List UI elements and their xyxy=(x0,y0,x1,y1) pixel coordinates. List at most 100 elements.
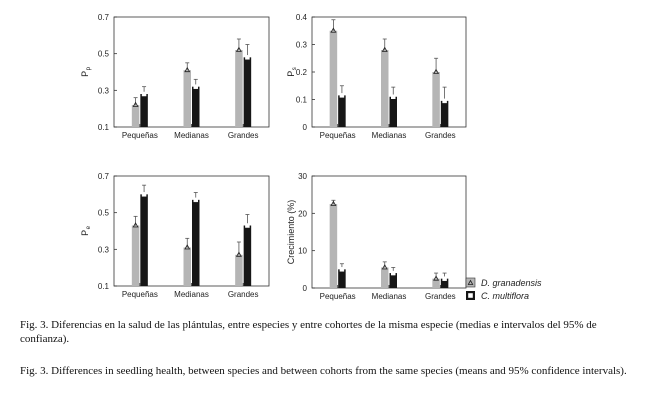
bar xyxy=(235,50,243,127)
bar xyxy=(381,267,389,288)
x-tick-label: Medianas xyxy=(174,290,209,299)
y-axis-label-sub: p xyxy=(86,66,92,70)
y-tick-label: 0 xyxy=(303,123,308,132)
y-axis-label-main: P xyxy=(286,71,296,77)
bar xyxy=(389,273,397,288)
mean-marker-triangle xyxy=(132,222,139,228)
bar xyxy=(192,199,200,286)
y-tick-label: 0.2 xyxy=(296,68,308,77)
y-tick-label: 0.1 xyxy=(296,96,308,105)
bar xyxy=(183,247,191,286)
mean-marker-square xyxy=(245,55,250,60)
mean-marker-triangle xyxy=(433,275,440,281)
panel-crecimiento: 0 10 20 30 Crecimiento (%) Pequeñas Medianas Gr… xyxy=(286,172,467,301)
x-tick-label: Pequeñas xyxy=(320,131,356,140)
legend-marker-triangle xyxy=(467,279,474,285)
bar xyxy=(389,96,397,127)
y-tick-label: 10 xyxy=(298,247,307,256)
x-tick-label: Medianas xyxy=(372,292,407,301)
bar xyxy=(235,254,243,286)
panel-ps: 0 0.1 0.2 0.3 0.4 Ps Pequeñas Medianas Grandes xyxy=(286,13,467,140)
mean-marker-triangle xyxy=(235,251,242,257)
legend-marker-square xyxy=(468,293,473,298)
mean-marker-triangle xyxy=(330,27,337,33)
caption-english: Fig. 3. Differences in seedling health, … xyxy=(20,365,627,377)
bar xyxy=(338,95,346,127)
x-tick-label: Medianas xyxy=(174,131,209,140)
y-tick-label: 0.3 xyxy=(296,41,308,50)
mean-marker-square xyxy=(442,276,447,281)
y-tick-label: 0.5 xyxy=(98,209,110,218)
mean-marker-square xyxy=(141,192,147,197)
mean-marker-square xyxy=(339,93,345,98)
mean-marker-square xyxy=(141,91,147,97)
y-axis-label: Ps xyxy=(286,67,298,77)
x-tick-label: Pequeñas xyxy=(122,290,158,299)
mean-marker-square xyxy=(391,270,396,276)
mean-marker-square xyxy=(245,223,250,228)
x-tick-label: Grandes xyxy=(228,290,259,299)
bar xyxy=(140,194,148,286)
panel-pp: 0.1 0.3 0.5 0.7 Pp Pequeñas Medianas Grandes xyxy=(80,13,270,140)
y-axis-label: Crecimiento (%) xyxy=(286,200,296,265)
bar xyxy=(243,57,252,128)
y-axis-label-main: P xyxy=(80,71,90,77)
y-tick-label: 0.3 xyxy=(98,245,110,254)
bar xyxy=(432,278,440,288)
x-tick-label: Grandes xyxy=(425,131,456,140)
bar xyxy=(381,50,389,127)
y-tick-label: 30 xyxy=(298,172,307,181)
bar xyxy=(329,204,338,288)
mean-marker-triangle xyxy=(235,46,242,52)
mean-marker-triangle xyxy=(433,68,440,74)
y-axis-label-sub: s xyxy=(292,67,298,70)
mean-marker-triangle xyxy=(184,66,191,73)
legend-label-d-granadensis: D. granadensis xyxy=(481,278,542,288)
mean-marker-square xyxy=(391,94,396,99)
y-tick-label: 0.1 xyxy=(98,123,110,132)
y-tick-label: 0.7 xyxy=(98,13,110,22)
x-tick-label: Grandes xyxy=(425,292,456,301)
mean-marker-triangle xyxy=(381,264,388,270)
mean-marker-triangle xyxy=(184,244,191,250)
mean-marker-square xyxy=(442,98,447,104)
mean-marker-square xyxy=(193,197,198,203)
y-axis-label: Pp xyxy=(80,66,92,77)
mean-marker-square xyxy=(193,84,198,89)
bar xyxy=(432,72,440,127)
y-axis-label-sub: e xyxy=(86,225,92,229)
mean-marker-triangle xyxy=(381,46,388,52)
bar xyxy=(131,225,140,286)
bar xyxy=(243,225,252,286)
y-tick-label: 0 xyxy=(303,284,308,293)
bar xyxy=(440,100,449,127)
x-tick-label: Medianas xyxy=(372,131,407,140)
bar xyxy=(131,105,140,127)
x-tick-label: Pequeñas xyxy=(122,131,158,140)
bar xyxy=(192,86,200,127)
y-tick-label: 0.1 xyxy=(98,282,110,291)
y-tick-label: 0.3 xyxy=(98,86,110,95)
y-tick-label: 0.5 xyxy=(98,50,110,59)
mean-marker-triangle xyxy=(132,101,139,107)
y-axis-label: Pe xyxy=(80,225,92,236)
y-axis-label-main: Crecimiento (%) xyxy=(286,200,296,265)
y-axis-label-main: P xyxy=(80,230,90,236)
panel-pe: 0.1 0.3 0.5 0.7 Pe Pequeñas Medianas Grandes xyxy=(80,172,270,299)
bar xyxy=(440,278,449,288)
bar xyxy=(140,94,148,127)
y-tick-label: 0.4 xyxy=(296,13,308,22)
bar xyxy=(183,70,191,127)
y-tick-label: 0.7 xyxy=(98,172,110,181)
mean-marker-triangle xyxy=(330,200,337,206)
legend: D. granadensis C. multiflora xyxy=(465,277,542,301)
legend-swatch-d-granadensis xyxy=(465,277,476,288)
mean-marker-square xyxy=(339,267,345,272)
caption-spanish: Fig. 3. Diferencias en la salud de las p… xyxy=(20,319,597,345)
legend-label-c-multiflora: C. multiflora xyxy=(481,291,529,301)
x-tick-label: Grandes xyxy=(228,131,259,140)
bar xyxy=(329,30,338,127)
bar xyxy=(338,269,346,288)
y-tick-label: 20 xyxy=(298,209,307,218)
